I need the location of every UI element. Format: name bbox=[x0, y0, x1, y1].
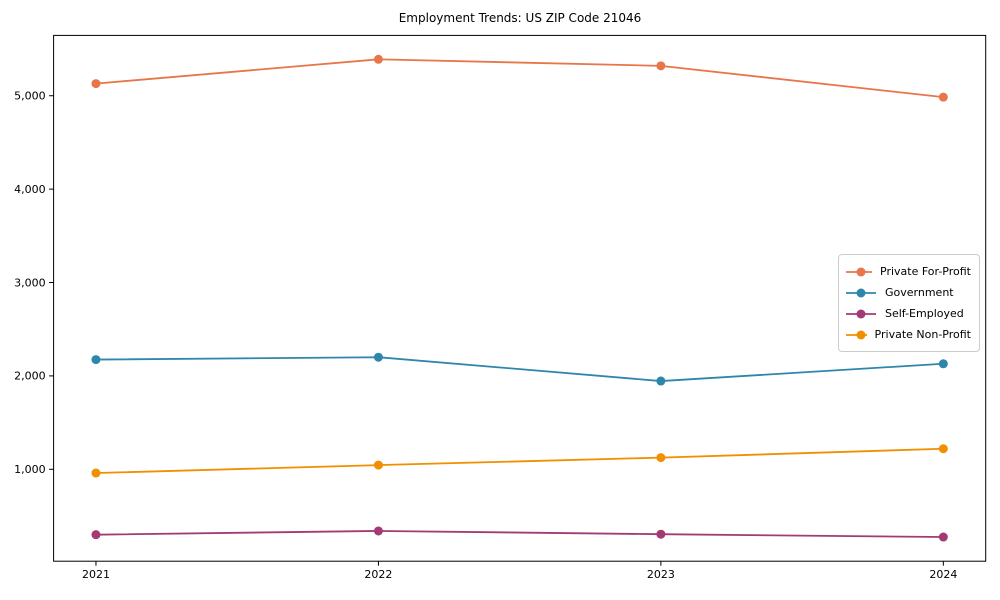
y-tick-label: 2,000 bbox=[14, 370, 46, 383]
data-point-private-for-profit-2024 bbox=[938, 92, 948, 102]
legend: Private For-Profit Government Self-Employe… bbox=[838, 254, 980, 352]
series-line-private-for-profit bbox=[95, 58, 944, 99]
data-point-government-2023 bbox=[656, 376, 666, 386]
data-point-self-employed-2022 bbox=[373, 526, 383, 536]
legend-line-marker-icon bbox=[846, 267, 872, 276]
data-point-private-for-profit-2022 bbox=[373, 54, 383, 64]
legend-item-private-non-profit: Private Non-Profit bbox=[845, 324, 971, 345]
data-point-self-employed-2024 bbox=[938, 532, 948, 542]
legend-label: Government bbox=[885, 286, 954, 299]
y-tick-label: 5,000 bbox=[14, 90, 46, 103]
legend-label: Private Non-Profit bbox=[874, 328, 971, 341]
series-line-government bbox=[95, 356, 944, 382]
x-tick-label: 2023 bbox=[647, 568, 675, 581]
data-point-private-non-profit-2024 bbox=[938, 444, 948, 454]
plot-border bbox=[53, 34, 987, 562]
chart-title: Employment Trends: US ZIP Code 21046 bbox=[398, 11, 642, 25]
legend-item-private-for-profit: Private For-Profit bbox=[845, 261, 971, 282]
data-point-private-for-profit-2023 bbox=[656, 61, 666, 71]
x-tick-label: 2022 bbox=[364, 568, 392, 581]
data-point-government-2021 bbox=[91, 355, 101, 365]
x-tick-label: 2024 bbox=[929, 568, 957, 581]
legend-item-government: Government bbox=[845, 282, 971, 303]
x-tick-label: 2021 bbox=[82, 568, 110, 581]
y-tick-label: 3,000 bbox=[14, 276, 46, 289]
legend-line-marker-icon bbox=[846, 288, 876, 297]
legend-line-marker-icon bbox=[846, 309, 876, 318]
data-point-self-employed-2023 bbox=[656, 529, 666, 539]
data-point-government-2024 bbox=[938, 359, 948, 369]
y-tick-label: 1,000 bbox=[14, 463, 46, 476]
legend-line-marker-icon bbox=[846, 330, 867, 339]
data-point-private-non-profit-2022 bbox=[373, 460, 383, 470]
data-point-self-employed-2021 bbox=[91, 530, 101, 540]
data-point-government-2022 bbox=[373, 352, 383, 362]
data-point-private-non-profit-2021 bbox=[91, 468, 101, 478]
legend-label: Self-Employed bbox=[885, 307, 964, 320]
data-point-private-for-profit-2021 bbox=[91, 79, 101, 89]
y-tick-label: 4,000 bbox=[14, 183, 46, 196]
data-point-private-non-profit-2023 bbox=[656, 453, 666, 463]
legend-item-self-employed: Self-Employed bbox=[845, 303, 971, 324]
series-line-private-non-profit bbox=[95, 447, 944, 474]
series-line-self-employed bbox=[95, 530, 944, 538]
legend-label: Private For-Profit bbox=[880, 265, 971, 278]
